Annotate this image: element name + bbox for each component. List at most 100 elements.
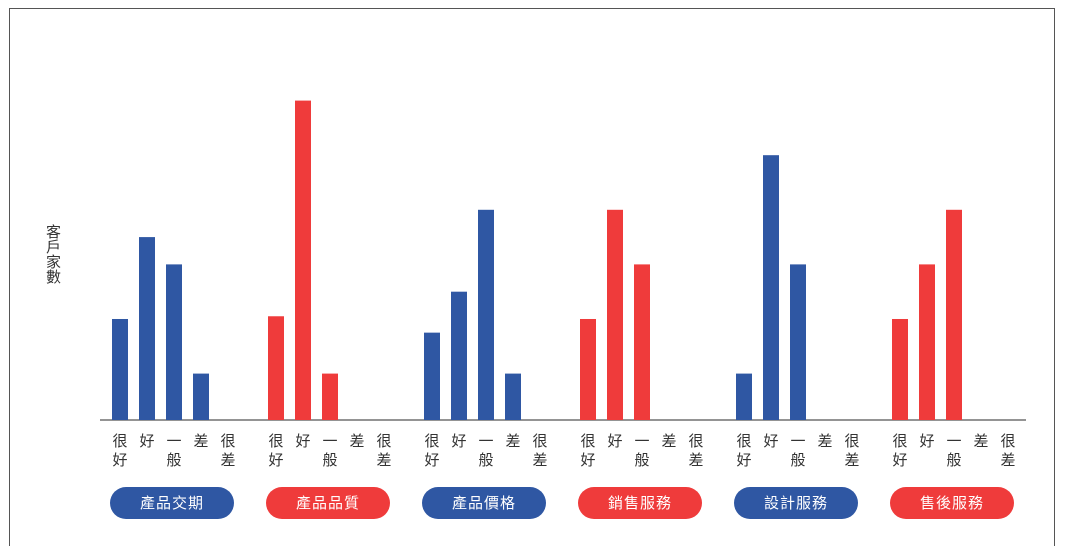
tick-label: 很差 <box>844 432 859 469</box>
tick-label: 很好 <box>580 432 595 469</box>
bar-1-3 <box>166 264 182 420</box>
tick-label-char: 很 <box>376 432 391 450</box>
tick-label: 一般 <box>166 432 181 469</box>
tick-label-char: 般 <box>322 451 337 469</box>
tick-label-char: 很 <box>220 432 235 450</box>
tick-label: 差 <box>973 432 988 450</box>
bar-6-1 <box>892 318 908 420</box>
bar-2-2 <box>295 100 311 420</box>
tick-label-char: 般 <box>634 451 649 469</box>
tick-label: 很好 <box>892 432 907 469</box>
tick-label: 差 <box>193 432 208 450</box>
category-pill: 產品交期 <box>110 487 234 519</box>
category-pill: 產品品質 <box>266 487 390 519</box>
tick-label: 好 <box>919 432 934 450</box>
tick-label-char: 很 <box>532 432 547 450</box>
tick-label: 好 <box>451 432 466 450</box>
tick-label-char: 很 <box>580 432 595 450</box>
tick-label: 很差 <box>220 432 235 469</box>
tick-label-char: 一 <box>634 432 649 450</box>
tick-label-char: 好 <box>892 451 907 469</box>
tick-label-char: 很 <box>844 432 859 450</box>
tick-label: 一般 <box>946 432 961 469</box>
tick-label: 差 <box>817 432 832 450</box>
tick-label-char: 好 <box>580 451 595 469</box>
tick-label: 差 <box>349 432 364 450</box>
tick-label-char: 好 <box>607 432 622 450</box>
bar-6-2 <box>919 264 935 420</box>
tick-label-char: 很 <box>112 432 127 450</box>
tick-label: 一般 <box>634 432 649 469</box>
tick-label: 一般 <box>790 432 805 469</box>
bar-2-1 <box>268 316 284 420</box>
tick-label-char: 般 <box>166 451 181 469</box>
tick-label-char: 好 <box>112 451 127 469</box>
tick-label-char: 般 <box>790 451 805 469</box>
category-pill: 售後服務 <box>890 487 1014 519</box>
tick-label-char: 好 <box>424 451 439 469</box>
tick-label: 好 <box>139 432 154 450</box>
tick-label: 很好 <box>268 432 283 469</box>
category-pill: 銷售服務 <box>578 487 702 519</box>
bar-5-3 <box>790 264 806 420</box>
tick-label: 很差 <box>688 432 703 469</box>
tick-label: 差 <box>661 432 676 450</box>
bar-4-3 <box>634 264 650 420</box>
bar-1-1 <box>112 318 128 420</box>
tick-label-char: 很 <box>1000 432 1015 450</box>
tick-label: 很好 <box>736 432 751 469</box>
tick-label-char: 一 <box>790 432 805 450</box>
tick-label-char: 差 <box>220 451 235 469</box>
tick-label: 很差 <box>376 432 391 469</box>
tick-label-char: 差 <box>193 432 208 450</box>
tick-label-char: 好 <box>295 432 310 450</box>
bar-1-4 <box>193 373 209 420</box>
tick-label-char: 一 <box>478 432 493 450</box>
tick-label-char: 般 <box>946 451 961 469</box>
tick-label: 很好 <box>424 432 439 469</box>
tick-label-char: 很 <box>688 432 703 450</box>
tick-label-char: 好 <box>763 432 778 450</box>
tick-label-char: 很 <box>424 432 439 450</box>
tick-label: 一般 <box>322 432 337 469</box>
tick-label: 好 <box>607 432 622 450</box>
bar-5-1 <box>736 373 752 420</box>
tick-label: 好 <box>763 432 778 450</box>
tick-label-char: 差 <box>688 451 703 469</box>
tick-label: 一般 <box>478 432 493 469</box>
tick-label-char: 很 <box>892 432 907 450</box>
tick-label-char: 差 <box>973 432 988 450</box>
tick-label-char: 差 <box>505 432 520 450</box>
tick-label-char: 好 <box>451 432 466 450</box>
tick-label-char: 很 <box>268 432 283 450</box>
bar-5-2 <box>763 155 779 420</box>
category-pill: 設計服務 <box>734 487 858 519</box>
bar-1-2 <box>139 237 155 420</box>
tick-label-char: 差 <box>661 432 676 450</box>
tick-label-char: 一 <box>166 432 181 450</box>
tick-label: 很差 <box>1000 432 1015 469</box>
bar-3-1 <box>424 332 440 420</box>
tick-label-char: 差 <box>376 451 391 469</box>
bar-4-2 <box>607 209 623 420</box>
tick-label-char: 差 <box>817 432 832 450</box>
tick-label-char: 般 <box>478 451 493 469</box>
tick-label-char: 一 <box>322 432 337 450</box>
tick-label-char: 好 <box>268 451 283 469</box>
tick-label-char: 一 <box>946 432 961 450</box>
tick-label-char: 好 <box>139 432 154 450</box>
tick-label-char: 好 <box>919 432 934 450</box>
bar-2-3 <box>322 373 338 420</box>
tick-label-char: 差 <box>1000 451 1015 469</box>
bar-3-2 <box>451 291 467 420</box>
y-axis-label: 客戶家數 <box>44 224 62 284</box>
category-pill: 產品價格 <box>422 487 546 519</box>
bar-4-1 <box>580 318 596 420</box>
tick-label-char: 很 <box>736 432 751 450</box>
tick-label-char: 差 <box>532 451 547 469</box>
tick-label-char: 好 <box>736 451 751 469</box>
bar-3-3 <box>478 209 494 420</box>
tick-label-char: 差 <box>844 451 859 469</box>
tick-label: 好 <box>295 432 310 450</box>
